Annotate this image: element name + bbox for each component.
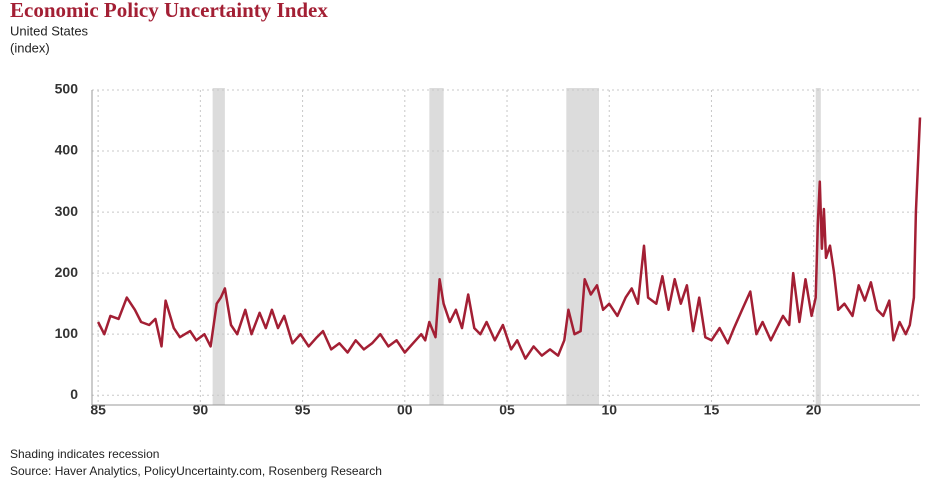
source-note: Source: Haver Analytics, PolicyUncertain…: [10, 464, 382, 478]
x-tick-label: 95: [295, 402, 311, 418]
y-tick-label: 500: [55, 81, 79, 97]
subtitle: United States: [10, 23, 89, 38]
x-tick-label: 00: [397, 402, 413, 418]
y-tick-label: 400: [55, 142, 79, 158]
x-tick-label: 15: [704, 402, 720, 418]
y-tick-label: 0: [70, 386, 78, 402]
data-line: [96, 117, 922, 360]
y-tick-label: 100: [55, 325, 79, 341]
note: Shading indicates recession: [10, 447, 159, 461]
recession-band: [212, 88, 225, 405]
y-tick-label: 300: [55, 203, 79, 219]
chart-title: Economic Policy Uncertainty Index: [10, 0, 328, 22]
y-tick-label: 200: [55, 264, 79, 280]
recession-band: [429, 88, 444, 405]
y-axis-label: (index): [10, 40, 50, 55]
x-tick-label: 90: [193, 402, 209, 418]
x-tick-label: 85: [90, 402, 106, 418]
recession-band: [566, 88, 600, 405]
x-tick-label: 05: [499, 402, 515, 418]
x-tick-label: 20: [806, 402, 822, 418]
x-tick-label: 10: [601, 402, 617, 418]
